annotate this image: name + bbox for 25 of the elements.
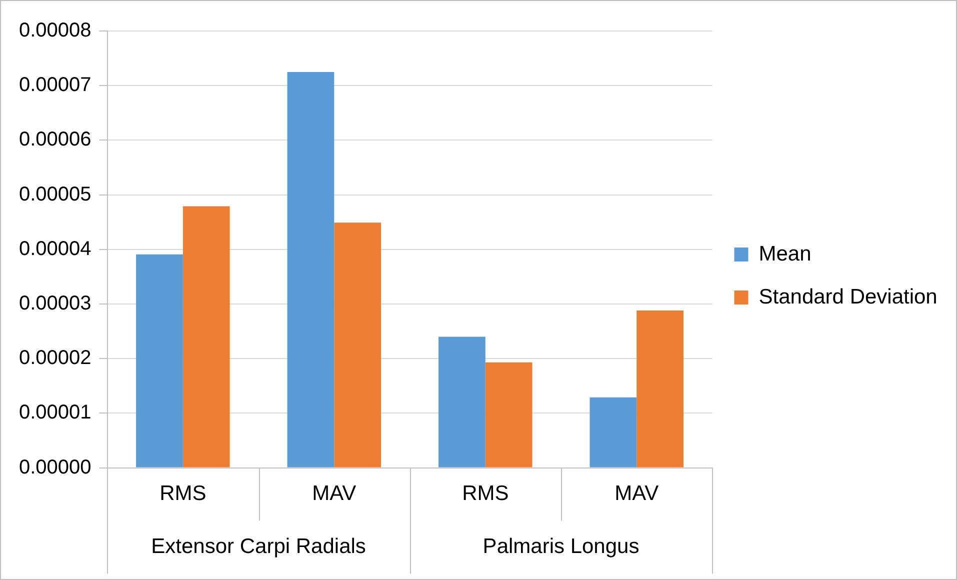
bar	[334, 222, 382, 468]
bar	[590, 397, 637, 468]
y-tick-label: 0.00004	[19, 238, 92, 260]
bar	[182, 206, 230, 468]
y-tick-label: 0.00003	[19, 292, 92, 315]
y-tick-label: 0.00002	[19, 347, 92, 370]
y-tick-label: 0.00000	[19, 456, 92, 478]
bar	[438, 336, 486, 468]
x-tick-label: MAV	[614, 482, 659, 506]
y-tick-label: 0.00008	[19, 20, 92, 42]
bar	[287, 72, 334, 468]
text: Palmaris Longus	[482, 535, 640, 558]
x-tick-label: RMS	[160, 482, 206, 506]
legend-label: Standard Deviation	[758, 285, 938, 308]
y-tick-label: 0.00006	[19, 128, 92, 151]
y-tick-label: 0.00005	[19, 183, 92, 206]
y-tick-label: 0.00007	[19, 74, 92, 96]
x-tick-label: MAV	[312, 482, 356, 506]
text: Extensor Carpi Radials	[151, 535, 366, 558]
legend-label: Mean	[758, 242, 812, 266]
x-tick-label: RMS	[462, 482, 509, 506]
y-tick-label: 0.00001	[19, 402, 92, 424]
bar	[136, 254, 183, 468]
bar	[485, 362, 532, 468]
bar	[636, 310, 684, 468]
